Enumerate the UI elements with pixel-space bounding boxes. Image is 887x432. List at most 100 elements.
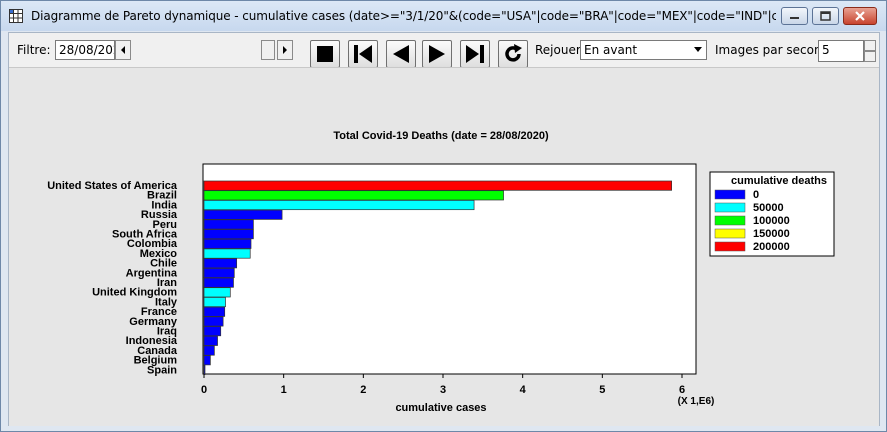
- replay-button[interactable]: [498, 40, 528, 68]
- legend-swatch: [714, 241, 746, 252]
- legend-swatch: [714, 202, 746, 213]
- bar: [203, 316, 224, 327]
- skip-last-icon: [466, 45, 484, 63]
- x-tick-label: 2: [360, 384, 366, 396]
- filter-date-field[interactable]: 28/08/2020: [55, 40, 115, 60]
- next-frame-button[interactable]: [422, 40, 452, 68]
- category-label: Spain: [147, 364, 177, 376]
- maximize-icon: [820, 11, 831, 21]
- bar: [203, 267, 235, 278]
- legend-label: 100000: [753, 215, 790, 227]
- bar: [203, 180, 672, 191]
- fps-down-button[interactable]: [864, 51, 876, 62]
- x-tick-label: 4: [520, 384, 527, 396]
- slider-right-button[interactable]: [277, 40, 293, 60]
- category-label: United Kingdom: [92, 287, 177, 299]
- minimize-button[interactable]: [781, 7, 808, 25]
- bar: [203, 306, 226, 317]
- category-label: Mexico: [140, 248, 178, 260]
- app-grid-icon: [9, 9, 23, 23]
- legend-title: cumulative deaths: [731, 175, 827, 187]
- fps-up-button[interactable]: [864, 40, 876, 51]
- category-label: India: [151, 199, 178, 211]
- chart-title: Total Covid-19 Deaths (date = 28/08/2020…: [333, 130, 549, 142]
- bar: [203, 297, 226, 308]
- title-bar: Diagramme de Pareto dynamique - cumulati…: [1, 1, 886, 31]
- refresh-icon: [505, 44, 522, 62]
- slider-left-button[interactable]: [115, 40, 131, 60]
- category-label: Germany: [129, 316, 178, 328]
- category-label: Canada: [137, 345, 178, 357]
- slider-thumb[interactable]: [261, 40, 275, 60]
- x-tick-label: 3: [440, 384, 446, 396]
- category-label: Iran: [157, 277, 177, 289]
- arrow-left-icon: [121, 46, 125, 54]
- category-label: Peru: [153, 219, 177, 231]
- legend-swatch: [714, 189, 746, 200]
- bar: [203, 335, 218, 346]
- category-label: Colombia: [127, 238, 178, 250]
- fps-value: 5: [822, 43, 830, 57]
- category-label: Italy: [155, 296, 178, 308]
- play-icon: [429, 45, 445, 63]
- step-back-icon: [393, 45, 409, 63]
- legend-swatch: [714, 215, 746, 226]
- chevron-down-icon: [694, 47, 702, 52]
- bar: [203, 355, 211, 366]
- bar: [203, 287, 231, 298]
- category-label: Argentina: [126, 267, 178, 279]
- main-panel: Filtre: 28/08/2020: [8, 32, 880, 426]
- bar: [203, 345, 215, 356]
- x-tick-label: 1: [281, 384, 287, 396]
- window-title: Diagramme de Pareto dynamique - cumulati…: [31, 9, 776, 23]
- last-frame-button[interactable]: [460, 40, 490, 68]
- skip-first-icon: [354, 45, 372, 63]
- replay-mode-select[interactable]: En avant: [580, 40, 707, 60]
- stop-icon: [317, 46, 333, 62]
- x-tick-label: 5: [599, 384, 605, 396]
- legend-swatch: [714, 228, 746, 239]
- bar: [203, 219, 254, 230]
- fps-label: Images par seconde:: [715, 43, 841, 57]
- pareto-chart: Total Covid-19 Deaths (date = 28/08/2020…: [47, 130, 835, 414]
- bar: [203, 229, 254, 240]
- category-label: Belgium: [134, 355, 178, 367]
- maximize-button[interactable]: [812, 7, 839, 25]
- bar: [203, 277, 234, 288]
- first-frame-button[interactable]: [348, 40, 378, 68]
- previous-frame-button[interactable]: [386, 40, 416, 68]
- animation-toolbar: Filtre: 28/08/2020: [9, 33, 879, 68]
- category-label: Chile: [150, 258, 177, 270]
- category-label: South Africa: [112, 229, 178, 241]
- replay-label: Rejouer:: [535, 43, 585, 57]
- close-icon: [855, 11, 865, 21]
- bar: [203, 326, 222, 337]
- bar: [203, 200, 475, 211]
- legend-label: 200000: [753, 241, 790, 253]
- minimize-icon: [790, 17, 799, 19]
- close-button[interactable]: [843, 7, 877, 25]
- category-label: United States of America: [47, 180, 178, 192]
- category-label: Brazil: [147, 190, 177, 202]
- bar: [203, 364, 206, 375]
- category-label: Russia: [141, 209, 178, 221]
- x-tick-label: 0: [201, 384, 207, 396]
- fps-spinner[interactable]: 5: [818, 40, 864, 62]
- category-label: France: [141, 306, 177, 318]
- bar: [203, 258, 238, 269]
- chart-panel: Total Covid-19 Deaths (date = 28/08/2020…: [9, 67, 879, 426]
- arrow-right-icon: [283, 46, 287, 54]
- filter-label: Filtre:: [17, 43, 51, 57]
- x-tick-label: 6: [679, 384, 685, 396]
- category-label: Indonesia: [126, 335, 178, 347]
- bar: [203, 209, 283, 220]
- bar: [203, 190, 504, 201]
- stop-button[interactable]: [310, 40, 340, 68]
- bar: [203, 248, 251, 259]
- legend-label: 0: [753, 189, 759, 201]
- legend-label: 150000: [753, 228, 790, 240]
- x-axis-scale-note: (X 1,E6): [678, 396, 715, 407]
- x-axis-label: cumulative cases: [395, 402, 486, 414]
- replay-mode-value: En avant: [584, 43, 638, 57]
